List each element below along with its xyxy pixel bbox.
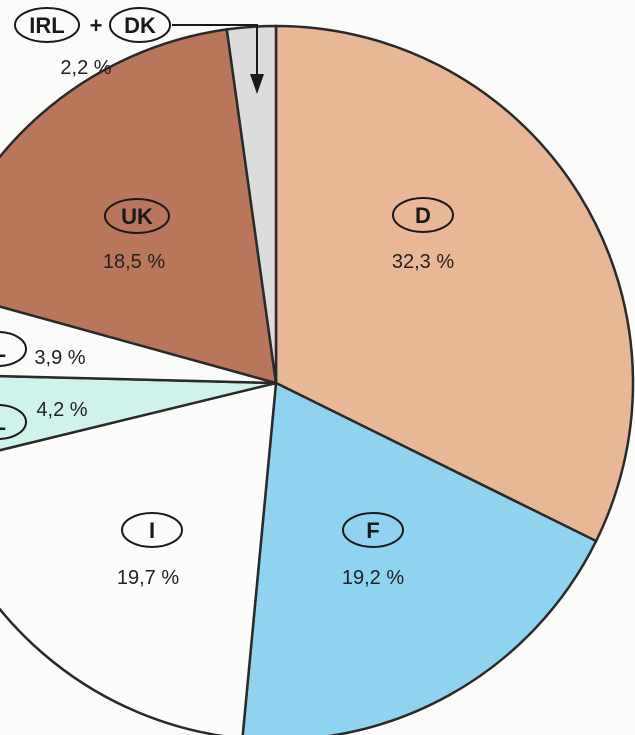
code-oval-d [392,197,454,233]
callout-irl-dk: IRL + DK 2,2 % [14,7,264,94]
code-oval-uk [104,198,170,234]
code-oval-f [342,512,404,548]
code-d: D [415,203,431,228]
code-oval-dk [109,7,171,43]
label-i-pct: 19,7 % [117,567,179,589]
code-bl: BL [0,337,6,362]
pie-slice-f [241,381,598,735]
label-nl-pct: 4,2 % [36,399,87,421]
code-uk: UK [121,204,153,229]
label-uk-pct: 18,5 % [103,251,165,273]
label-f-pct: 19,2 % [342,567,404,589]
code-oval-bl [0,331,27,367]
pie-slice-irl-dk [225,24,278,384]
label-bl-pct: 3,9 % [34,347,85,369]
pie-slices [0,24,635,735]
label-d-pct: 32,3 % [392,251,454,273]
code-oval-irl [14,7,80,43]
pie-slice-d [274,24,635,543]
pie-slice-uk [0,27,278,385]
plus-sign: + [90,13,103,38]
code-oval-i [121,512,183,548]
label-irl-dk-pct: 2,2 % [60,57,111,79]
code-irl: IRL [29,13,64,38]
pie-slice-nl [0,374,277,452]
pie-slice-i [0,381,278,735]
code-nl: NL [0,410,6,435]
callout-arrow-line [172,24,258,80]
callout-arrow-head [250,74,264,94]
code-i: I [149,518,155,543]
code-oval-nl [0,404,27,440]
code-dk: DK [124,13,156,38]
code-f: F [366,518,379,543]
pie-labels: D 32,3 % F 19,2 % I 19,7 % NL 4,2 % BL 3,9 % UK 18,… [0,197,454,589]
